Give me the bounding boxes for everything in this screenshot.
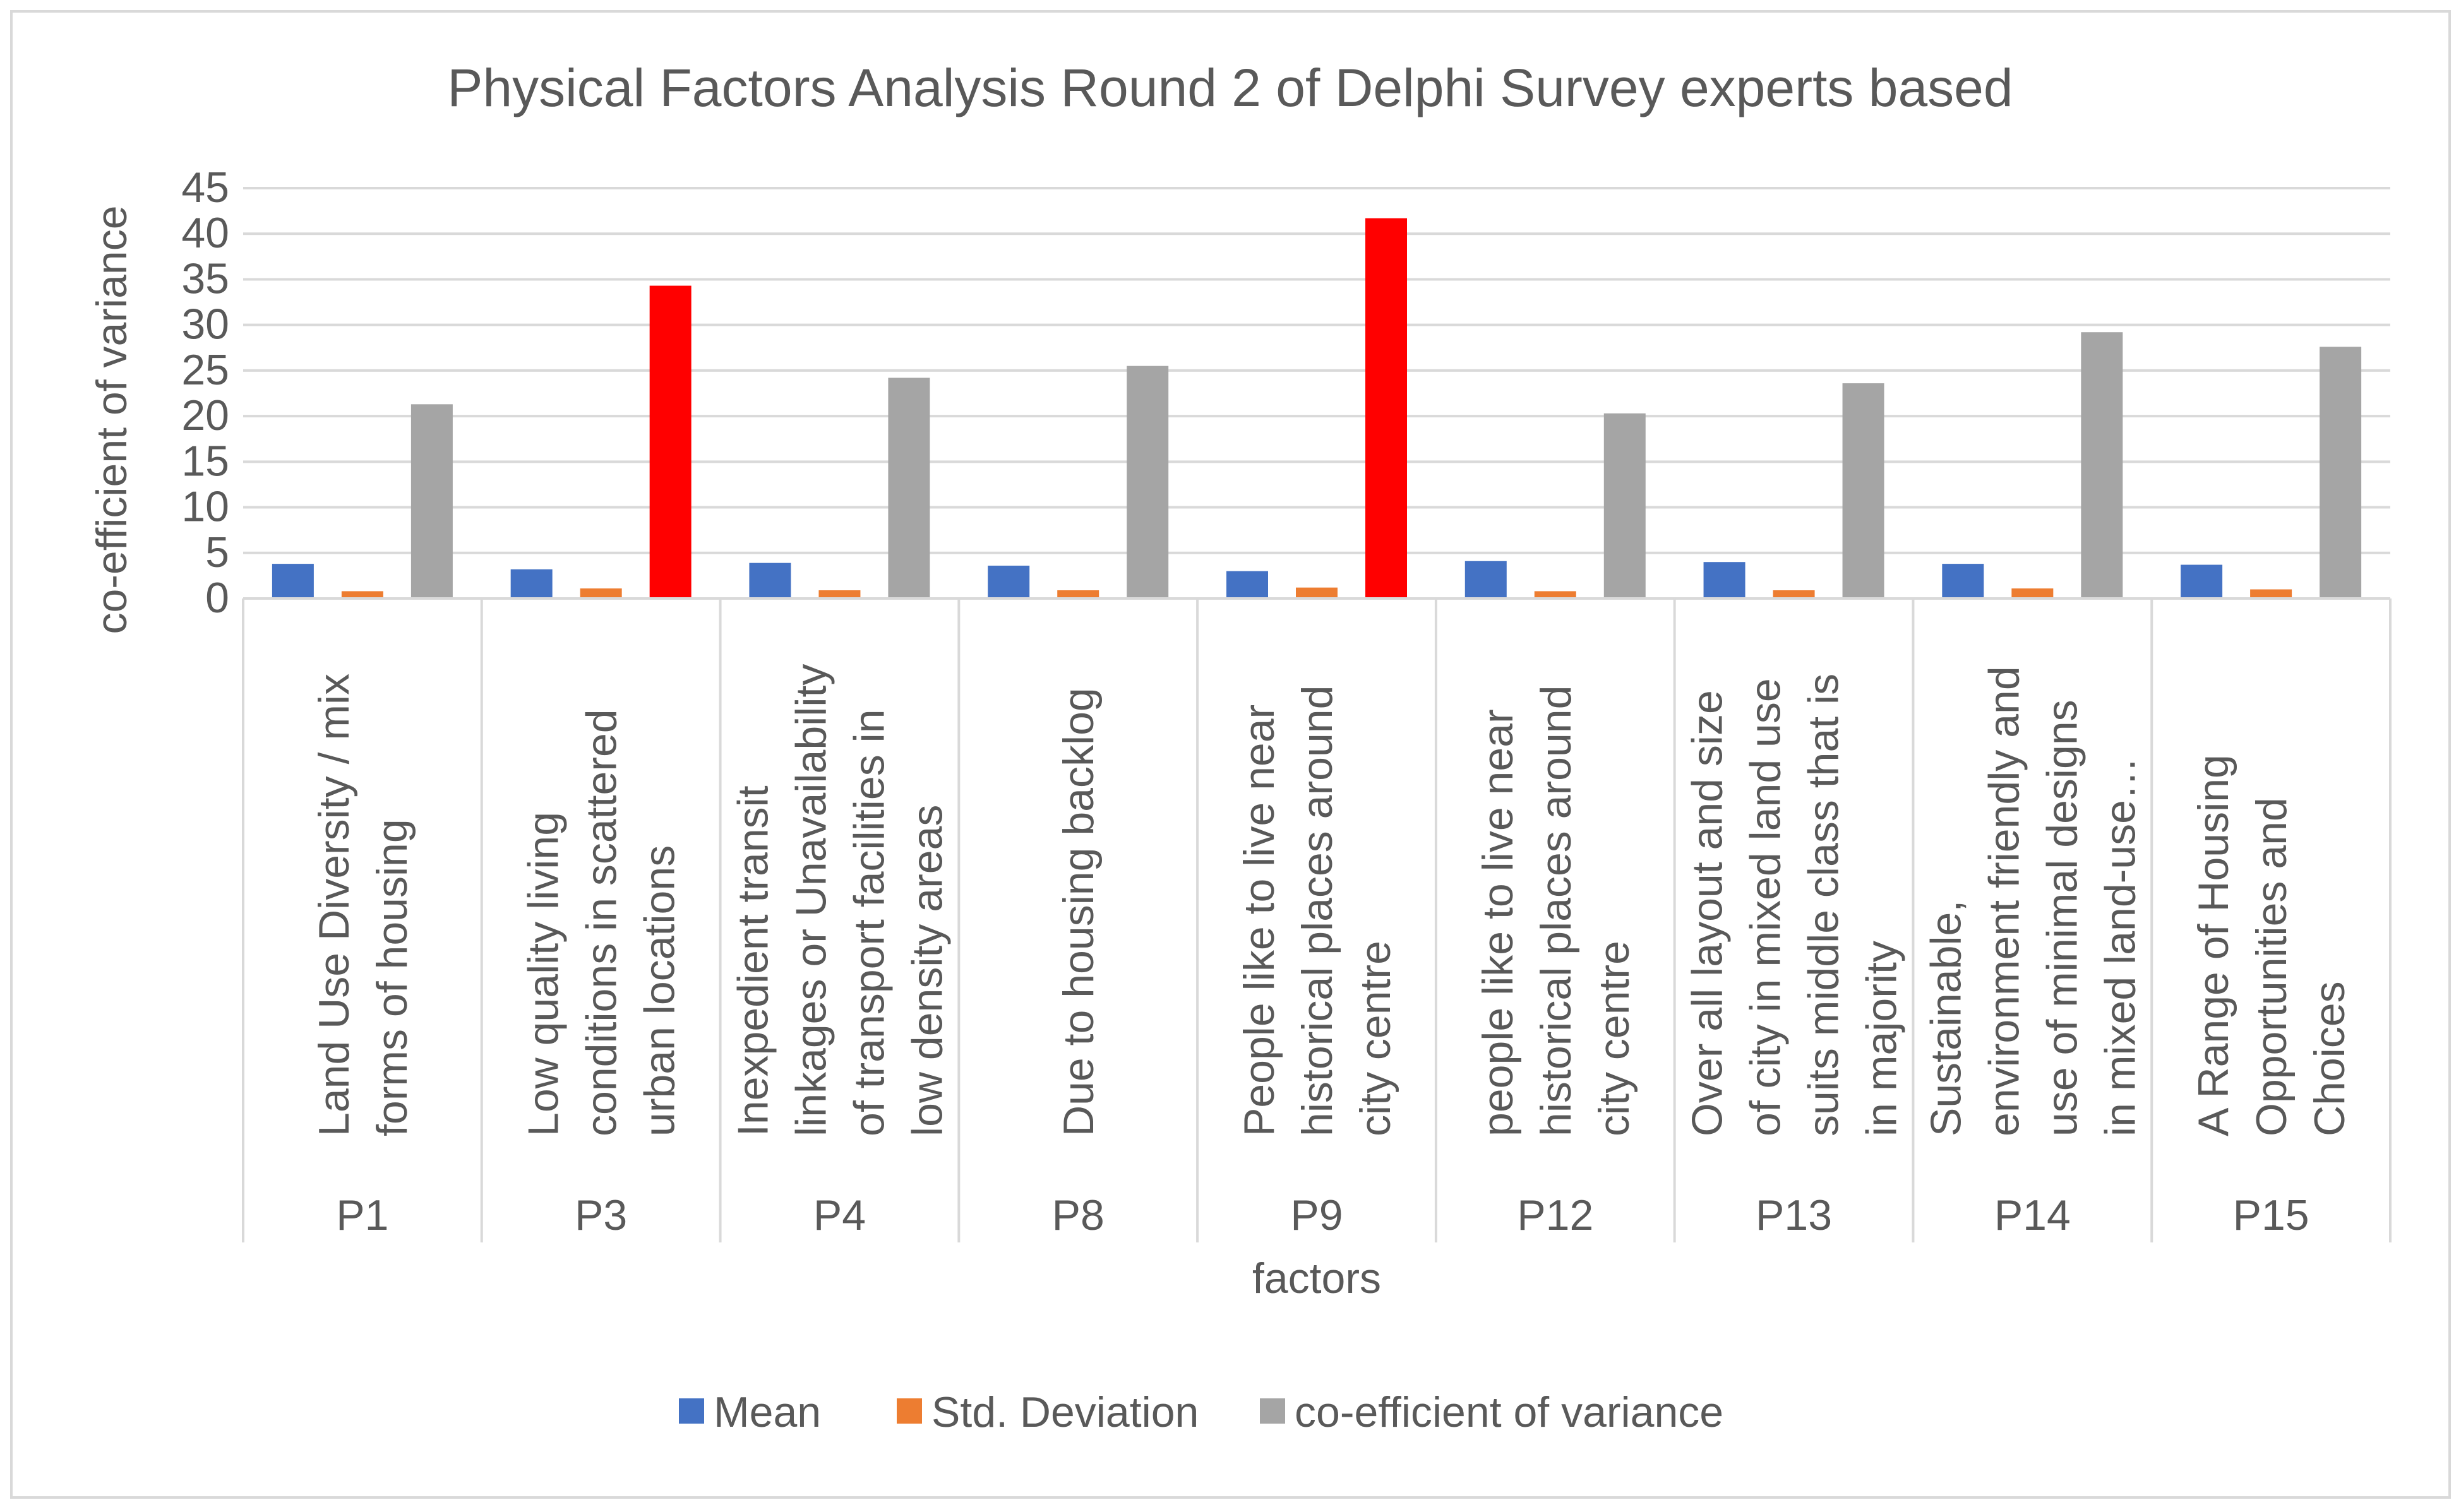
bar-std-deviation-p15 (2250, 589, 2292, 598)
category-description-line: of transport facilities in (845, 709, 893, 1136)
category-description-line: conditions in scattered (578, 709, 626, 1136)
legend-label: co-efficient of variance (1295, 1388, 1723, 1436)
bar-mean-p14 (1942, 564, 1984, 598)
bar-mean-p8 (988, 566, 1030, 598)
bar-co-efficient-of-variance-p15 (2320, 347, 2362, 598)
bar-std-deviation-p1 (341, 591, 383, 598)
legend-item-std-deviation: Std. Deviation (897, 1388, 1199, 1436)
bar-co-efficient-of-variance-p12 (1603, 413, 1646, 598)
category-description-line: Choices (2306, 981, 2354, 1136)
bar-co-efficient-of-variance-p1 (410, 404, 453, 598)
category-description-line: city centre (1351, 941, 1399, 1136)
bar-std-deviation-p4 (818, 590, 861, 598)
category-label-p9: People like to live near historical place… (1235, 686, 1399, 1239)
category-description-line: historical places around (1532, 686, 1580, 1136)
category-label-p14: Sustainable, environment friendly and use … (1922, 666, 2144, 1239)
legend-item-co-efficient-of-variance: co-efficient of variance (1260, 1388, 1723, 1436)
category-description-line: low density areas (903, 805, 951, 1136)
category-description-line: suits middle class that is (1800, 674, 1848, 1136)
y-tick-label: 5 (205, 528, 229, 576)
y-axis-title: co-efficient of variance (88, 205, 136, 634)
y-tick-label: 30 (181, 301, 229, 348)
category-description-line: environment friendly and (1980, 666, 2028, 1136)
category-label-p12: people like to live near historical place… (1474, 686, 1638, 1239)
category-description-line: Low quality living (520, 812, 568, 1136)
bar-std-deviation-p8 (1057, 590, 1099, 598)
x-tick-label: P3 (575, 1191, 627, 1239)
y-tick-label: 35 (181, 254, 229, 302)
legend-item-mean: Mean (679, 1388, 821, 1436)
bar-co-efficient-of-variance-p4 (888, 378, 930, 598)
category-description-line: urban locations (636, 845, 684, 1136)
bar-mean-p4 (749, 563, 791, 598)
bar-co-efficient-of-variance-p3 (649, 285, 692, 598)
bar-co-efficient-of-variance-p14 (2081, 332, 2123, 598)
category-label-p3: Low quality living conditions in scattere… (520, 709, 684, 1239)
bar-mean-p3 (510, 569, 553, 598)
x-axis-title: factors (1252, 1254, 1381, 1302)
x-tick-label: P14 (1994, 1191, 2071, 1239)
legend-label: Mean (714, 1388, 821, 1436)
x-tick-label: P13 (1756, 1191, 1832, 1239)
x-tick-label: P12 (1517, 1191, 1593, 1239)
category-description-line: People like to live near (1235, 705, 1283, 1136)
category-description-line: forms of housing (368, 819, 416, 1136)
category-label-p4: Inexpedient transit linkages or Unavailab… (729, 664, 951, 1239)
bar-mean-p15 (2181, 564, 2223, 598)
category-label-p15: A Range of Housing Opportunities and Choic… (2189, 754, 2354, 1239)
chart-border (10, 10, 2451, 1499)
category-description-line: city centre (1590, 941, 1638, 1136)
category-description-line: Inexpedient transit (729, 785, 777, 1136)
category-description-line: historical places around (1293, 686, 1341, 1136)
y-tick-label: 25 (181, 346, 229, 394)
category-description-line: A Range of Housing (2189, 754, 2237, 1136)
category-description-line: in majority (1858, 941, 1906, 1136)
bar-mean-p1 (272, 564, 314, 598)
category-label-p8: Due to housing backlog P8 (1052, 688, 1105, 1239)
bar-mean-p9 (1226, 571, 1268, 598)
category-label-p1: Land Use Diversity / mix forms of housing… (310, 674, 416, 1239)
bar-std-deviation-p3 (580, 588, 622, 598)
bar-mean-p12 (1464, 561, 1507, 598)
bar-std-deviation-p13 (1773, 590, 1815, 598)
legend-swatch (1260, 1398, 1285, 1424)
y-tick-label: 40 (181, 209, 229, 257)
x-tick-label: P8 (1052, 1191, 1105, 1239)
y-tick-label: 15 (181, 437, 229, 485)
bar-co-efficient-of-variance-p13 (1842, 383, 1884, 598)
x-tick-label: P15 (2233, 1191, 2309, 1239)
y-tick-label: 10 (181, 483, 229, 531)
category-description-line: Land Use Diversity / mix (310, 674, 358, 1136)
bar-std-deviation-p9 (1296, 587, 1338, 598)
category-description-line: Due to housing backlog (1055, 688, 1103, 1136)
bar-std-deviation-p12 (1534, 591, 1576, 598)
y-tick-label: 45 (181, 164, 229, 211)
legend: Mean Std. Deviation co-efficient of varian… (679, 1388, 1723, 1436)
bar-co-efficient-of-variance-p9 (1365, 218, 1407, 599)
x-tick-label: P4 (813, 1191, 866, 1239)
category-description-line: of city in mixed land use (1742, 678, 1790, 1136)
category-description-line: Sustainable, (1922, 900, 1970, 1136)
y-tick-label: 0 (205, 574, 229, 622)
legend-swatch (679, 1398, 704, 1424)
legend-label: Std. Deviation (931, 1388, 1199, 1436)
category-description-line: use of minimal designs (2038, 699, 2086, 1136)
x-tick-label: P9 (1290, 1191, 1343, 1239)
category-description-line: Opportunities and (2248, 797, 2296, 1136)
bar-mean-p13 (1703, 562, 1745, 598)
category-description-line: Over all layout and size (1684, 690, 1732, 1136)
chart-title: Physical Factors Analysis Round 2 of Del… (447, 58, 2013, 117)
legend-swatch (897, 1398, 922, 1424)
category-description-line: in mixed land-use… (2096, 757, 2144, 1136)
category-description-line: people like to live near (1474, 709, 1522, 1136)
x-tick-label: P1 (336, 1191, 388, 1239)
y-tick-label: 20 (181, 391, 229, 439)
bar-co-efficient-of-variance-p8 (1127, 366, 1169, 598)
bar-std-deviation-p14 (2011, 588, 2054, 598)
category-description-line: linkages or Unavailability (787, 664, 835, 1136)
category-label-p13: Over all layout and size of city in mixed… (1684, 674, 1906, 1239)
